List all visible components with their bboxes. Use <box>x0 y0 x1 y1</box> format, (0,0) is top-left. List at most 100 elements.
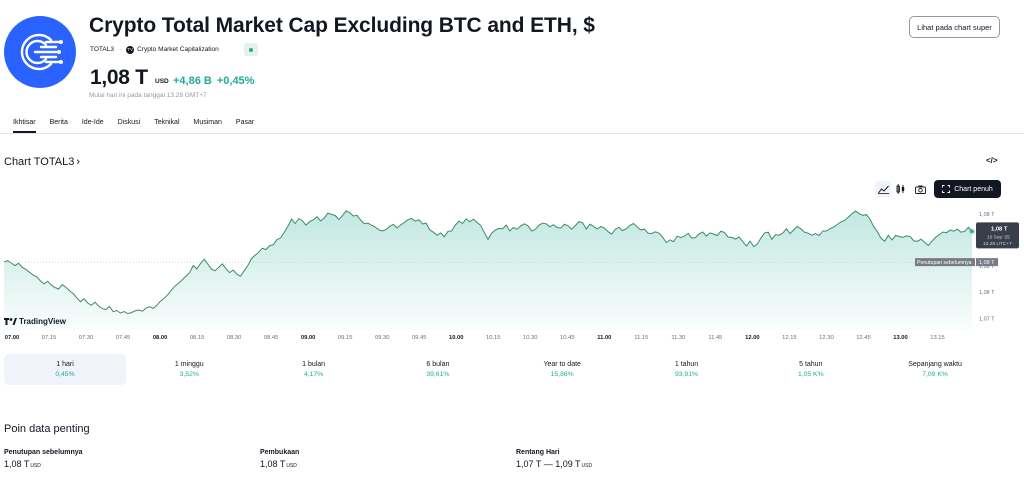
period-label: 1 minggu <box>174 361 204 368</box>
key-data-number: 1,08 T <box>260 459 286 469</box>
x-tick-label: 09.00 <box>301 335 316 341</box>
period-label: Year to date <box>543 361 581 368</box>
x-tick-label: 07.00 <box>5 335 20 341</box>
symbol-logo <box>4 16 76 88</box>
x-tick-label: 11.45 <box>708 335 722 341</box>
key-data-label: Penutupan sebelumnya <box>4 449 83 456</box>
tradingview-watermark: TradingView <box>4 317 66 326</box>
x-tick-label: 10.30 <box>523 335 538 341</box>
period-7-button[interactable]: Sepanjang waktu 7,09 K% <box>874 354 996 385</box>
period-change: 3,52% <box>179 371 199 378</box>
tab-technicals[interactable]: Teknikal <box>154 119 180 126</box>
ticker-symbol[interactable]: TOTAL3 <box>90 46 114 53</box>
change-percent: +0,45% <box>216 75 255 87</box>
key-data-unit: USD <box>286 463 297 469</box>
tab-seasonals[interactable]: Musiman <box>193 119 222 126</box>
key-data-value: 1,08 TUSD <box>4 459 41 469</box>
key-data-label: Rentang Hari <box>516 449 560 456</box>
x-tick-label: 07.30 <box>79 335 94 341</box>
period-label: 1 hari <box>56 361 74 368</box>
x-tick-label: 11.00 <box>597 335 611 341</box>
x-tick-label: 11.30 <box>671 335 685 341</box>
y-tick-label: 1,08 T <box>979 212 995 218</box>
period-label: 1 tahun <box>674 361 699 368</box>
market-open-dot-icon <box>249 47 253 52</box>
y-tick-label: 1,08 T <box>979 264 995 270</box>
market-status-badge[interactable] <box>244 43 258 56</box>
period-1-button[interactable]: 1 minggu 3,52% <box>128 354 250 385</box>
chart-section-title[interactable]: Chart TOTAL3 › <box>4 156 80 168</box>
last-price-tooltip-bg <box>976 222 1019 249</box>
market-cap-logo-icon <box>20 33 63 71</box>
x-tick-label: 07.45 <box>116 335 131 341</box>
price-chart[interactable]: 1,08 T1,08 T1,08 T1,08 T1,07 T 07.0007.1… <box>0 196 1024 346</box>
x-tick-label: 11.15 <box>634 335 648 341</box>
key-data-value: 1,07 T — 1,09 TUSD <box>516 459 592 469</box>
key-data-value: 1,08 TUSD <box>260 459 297 469</box>
y-tick-label: 1,08 T <box>979 290 995 296</box>
key-data-number: 1,07 T — 1,09 T <box>516 459 581 469</box>
period-4-button[interactable]: Year to date 15,86% <box>501 354 623 385</box>
change-absolute: +4,86 B <box>173 75 212 87</box>
see-on-supercharts-button[interactable]: Lihat pada chart super <box>909 16 1000 38</box>
candles-chart-type-button[interactable] <box>892 181 908 197</box>
symbol-info-row: TOTAL3 · TV Crypto Market Capitalization <box>90 43 219 56</box>
camera-icon <box>914 185 926 194</box>
x-tick-label: 12.15 <box>782 335 797 341</box>
tab-markets[interactable]: Pasar <box>235 119 255 126</box>
x-tick-label: 13.00 <box>893 335 908 341</box>
x-tick-label: 08.15 <box>190 335 205 341</box>
key-data-number: 1,08 T <box>4 459 30 469</box>
period-change: 7,09 K% <box>922 371 948 378</box>
last-price-dot <box>970 229 974 233</box>
tab-discussion[interactable]: Diskusi <box>117 119 141 126</box>
tab-news[interactable]: Berita <box>49 119 68 126</box>
period-6-button[interactable]: 5 tahun 1,05 K% <box>750 354 872 385</box>
x-tick-label: 07.15 <box>42 335 57 341</box>
previous-close-value: 1,08 T <box>979 260 995 266</box>
period-change: 4,17% <box>303 371 324 378</box>
period-change: 15,86% <box>550 371 574 378</box>
screenshot-button[interactable] <box>912 181 928 197</box>
fullscreen-chart-button[interactable]: Chart penuh <box>934 180 1001 198</box>
period-label: 1 bulan <box>302 361 326 368</box>
active-tab-indicator <box>13 131 36 133</box>
price-area-fill <box>4 210 972 330</box>
x-tick-label: 09.15 <box>338 335 353 341</box>
x-tick-label: 08.00 <box>153 335 168 341</box>
period-change: 39,61% <box>426 371 450 378</box>
last-price: 1,08 T <box>90 66 148 89</box>
period-label: Sepanjang waktu <box>908 361 962 368</box>
key-data-unit: USD <box>30 463 41 469</box>
period-3-button[interactable]: 6 bulan 39,61% <box>377 354 499 385</box>
x-tick-label: 12.45 <box>856 335 871 341</box>
tradingview-logo-icon <box>4 318 17 325</box>
area-chart-type-button[interactable] <box>875 181 891 197</box>
page-title: Crypto Total Market Cap Excluding BTC an… <box>89 14 595 37</box>
x-tick-label: 13.15 <box>930 335 945 341</box>
x-tick-label: 08.30 <box>227 335 242 341</box>
x-tick-label: 09.45 <box>412 335 427 341</box>
chart-title-text: Chart TOTAL3 <box>4 156 75 168</box>
previous-close-label: Penutupan sebelumnya <box>917 260 972 266</box>
exchange-name[interactable]: Crypto Market Capitalization <box>137 46 219 53</box>
separator: · <box>118 46 122 53</box>
tab-ideas[interactable]: Ide-Ide <box>81 119 104 126</box>
tab-overview[interactable]: Ikhtisar <box>13 119 36 126</box>
last-price-time: 13.28 UTC+7 <box>983 241 1012 247</box>
period-label: 6 bulan <box>426 361 450 368</box>
last-price-label: 1,08 T <box>991 226 1008 232</box>
period-0-button[interactable]: 1 hari 0,45% <box>4 354 126 385</box>
period-2-button[interactable]: 1 bulan 4,17% <box>253 354 375 385</box>
tabs-divider <box>0 133 1024 134</box>
x-tick-label: 10.45 <box>560 335 575 341</box>
period-5-button[interactable]: 1 tahun 93,91% <box>626 354 748 385</box>
code-icon[interactable]: </> <box>986 156 998 165</box>
x-tick-label: 10.00 <box>449 335 464 341</box>
period-change: 1,05 K% <box>797 371 824 378</box>
x-tick-label: 10.15 <box>486 335 501 341</box>
price-line <box>3 210 973 315</box>
fullscreen-label: Chart penuh <box>954 185 993 193</box>
watermark-text: TradingView <box>19 317 66 326</box>
price-currency: USD <box>155 78 169 85</box>
